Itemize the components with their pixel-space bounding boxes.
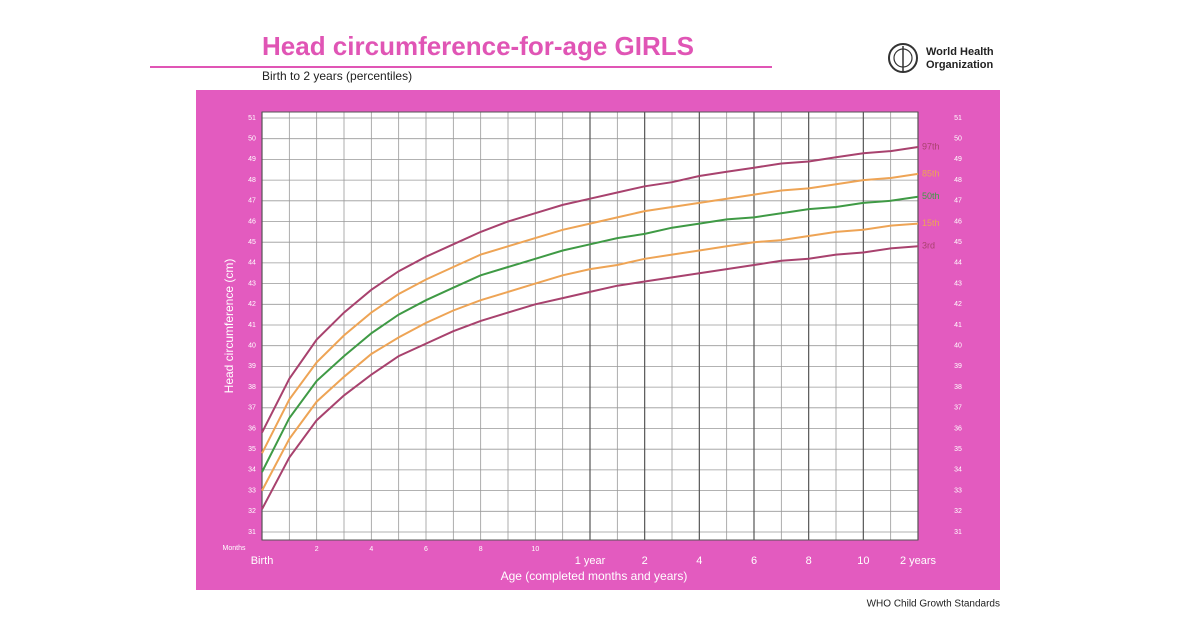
y-tick-label: 45 [954,239,962,246]
y-tick-label: 32 [248,508,256,515]
y-tick-label: 50 [954,136,962,143]
y-tick-label: 36 [954,425,962,432]
series-label: 50th [922,191,940,201]
x-axis-label: Age (completed months and years) [501,569,688,583]
y-tick-label: 48 [954,177,962,184]
x-tick-label: 6 [424,546,428,553]
series-label: 97th [922,141,940,151]
x-tick-label: 4 [696,555,702,567]
y-tick-label: 45 [248,239,256,246]
y-tick-label: 44 [954,260,962,267]
chart-title: Head circumference-for-age GIRLS [262,31,694,61]
y-tick-label: 50 [248,136,256,143]
y-tick-label: 38 [248,384,256,391]
y-tick-label: 42 [954,301,962,308]
x-tick-label: 10 [531,546,539,553]
x-tick-label: 8 [479,546,483,553]
y-tick-label: 33 [248,487,256,494]
x-tick-label: 1 year [575,555,606,567]
y-tick-label: 40 [248,343,256,350]
y-tick-label: 51 [248,115,256,122]
y-tick-label: 41 [248,322,256,329]
y-tick-label: 43 [954,280,962,287]
x-tick-label: 2 years [900,555,937,567]
who-logo: World Health Organization [888,43,994,73]
x-tick-label: 8 [806,555,812,567]
x-unit-label: Months [223,545,246,552]
x-tick-label: 2 [315,546,319,553]
y-tick-label: 46 [954,218,962,225]
org-name: Organization [926,59,994,71]
percentile-line [261,245,919,510]
y-tick-label: 47 [954,198,962,205]
y-tick-label: 32 [954,508,962,515]
y-tick-label: 35 [954,446,962,453]
y-tick-label: 38 [954,384,962,391]
y-tick-label: 39 [954,363,962,370]
y-tick-label: 37 [954,405,962,412]
y-tick-label: 49 [954,156,962,163]
y-tick-label: 37 [248,405,256,412]
x-tick-label: 10 [857,555,869,567]
y-tick-label: 51 [954,115,962,122]
y-tick-label: 41 [954,322,962,329]
subtitle: Birth to 2 years (percentiles) [262,69,412,83]
y-tick-label: 34 [248,467,256,474]
y-tick-label: 40 [954,343,962,350]
y-tick-label: 31 [248,529,256,536]
x-tick-label: 2 [642,555,648,567]
plot-frame [261,111,919,541]
percentile-line [261,195,919,473]
footer: WHO Child Growth Standards [867,599,1000,610]
y-tick-label: 36 [248,425,256,432]
series-label: 15th [922,218,940,228]
x-tick-label: 4 [369,546,373,553]
y-tick-label: 35 [248,446,256,453]
y-tick-label: 44 [248,260,256,267]
org-name: World Health [926,46,994,58]
y-tick-label: 49 [248,156,256,163]
y-tick-label: 46 [248,218,256,225]
y-tick-label: 48 [248,177,256,184]
y-axis-label: Head circumference (cm) [222,259,236,394]
y-tick-label: 34 [954,467,962,474]
y-tick-label: 47 [248,198,256,205]
percentile-line [261,172,919,454]
y-tick-label: 39 [248,363,256,370]
percentile-line [261,146,919,434]
y-tick-label: 33 [954,487,962,494]
series-label: 85th [922,168,940,178]
y-tick-label: 43 [248,280,256,287]
y-tick-label: 42 [248,301,256,308]
x-tick-label: Birth [251,555,274,567]
percentile-line [261,222,919,492]
x-tick-label: 6 [751,555,757,567]
series-label: 3rd [922,241,935,251]
y-tick-label: 31 [954,529,962,536]
